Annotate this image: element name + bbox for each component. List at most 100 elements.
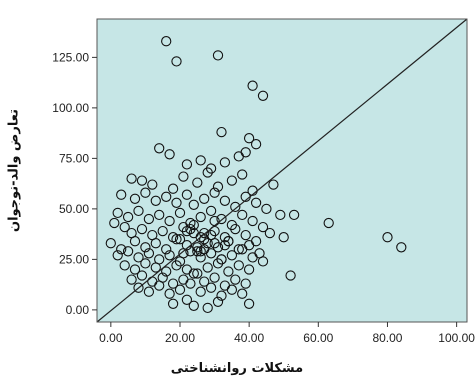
data-point — [140, 187, 151, 198]
x-tick-label: 60.00 — [303, 331, 333, 345]
data-point — [167, 278, 179, 289]
data-point — [181, 189, 193, 200]
data-point — [116, 244, 127, 255]
data-point — [174, 207, 186, 219]
data-point — [278, 232, 289, 243]
data-point — [188, 199, 199, 210]
data-point — [230, 274, 241, 285]
data-point — [250, 197, 262, 208]
data-point — [143, 248, 155, 259]
x-axis-ticks: 0.00 20.00 40.00 60.00 80.00 100.00 — [99, 322, 475, 345]
data-point — [171, 56, 182, 67]
data-point — [382, 232, 393, 243]
data-point — [116, 189, 127, 200]
data-point — [247, 215, 258, 227]
data-point — [164, 250, 175, 261]
data-point — [240, 278, 251, 289]
data-point — [285, 270, 296, 281]
data-point — [161, 266, 172, 277]
data-point — [129, 193, 141, 204]
data-point — [243, 133, 255, 144]
data-point — [264, 227, 276, 239]
data-point — [122, 246, 134, 257]
data-point — [161, 244, 172, 255]
data-point — [237, 288, 248, 299]
x-axis-title: مشکلات روانشناختی — [171, 361, 303, 376]
x-tick-label: 20.00 — [165, 331, 195, 345]
data-point — [216, 290, 227, 301]
data-point — [188, 219, 199, 231]
data-point — [154, 280, 165, 291]
data-point — [150, 195, 161, 206]
data-point — [188, 268, 199, 279]
data-point — [181, 159, 193, 170]
data-point — [212, 181, 224, 192]
data-point — [205, 282, 217, 293]
data-point — [192, 268, 203, 279]
data-point — [226, 284, 238, 295]
data-point — [164, 149, 175, 160]
data-point — [161, 36, 172, 47]
data-point — [205, 205, 217, 217]
data-point — [237, 244, 248, 255]
data-point — [112, 207, 123, 219]
data-point — [205, 229, 217, 241]
data-point — [216, 254, 227, 265]
data-point — [192, 246, 203, 257]
data-point — [323, 217, 334, 229]
data-point — [109, 217, 120, 229]
data-point — [257, 221, 269, 233]
data-point — [126, 274, 137, 285]
y-tick-label: 100.00 — [52, 101, 89, 115]
data-point — [167, 183, 179, 194]
y-tick-label: 125.00 — [52, 50, 89, 64]
y-tick-label: 75.00 — [59, 151, 89, 165]
data-point — [202, 167, 213, 178]
reference-line — [96, 18, 468, 323]
data-point — [209, 272, 220, 283]
data-point — [219, 157, 231, 168]
data-point — [174, 234, 186, 245]
y-tick-label: 50.00 — [59, 202, 89, 216]
data-point — [154, 209, 165, 221]
data-point — [185, 278, 196, 289]
data-point — [195, 286, 206, 297]
data-point — [233, 244, 244, 255]
x-tick-label: 40.00 — [234, 331, 264, 345]
data-point — [247, 80, 258, 91]
data-point — [199, 193, 210, 204]
data-point — [226, 250, 238, 261]
data-point — [136, 223, 148, 235]
data-point — [188, 300, 199, 311]
data-point — [226, 175, 238, 186]
data-point — [216, 213, 227, 225]
data-point — [136, 175, 148, 186]
data-point — [237, 209, 248, 221]
data-point — [167, 298, 179, 309]
data-point — [396, 242, 407, 253]
data-point — [140, 258, 151, 269]
data-point — [147, 179, 158, 190]
data-point — [119, 260, 130, 271]
data-point — [212, 50, 224, 61]
data-point — [133, 282, 144, 293]
data-point — [233, 151, 244, 162]
data-point — [250, 139, 262, 150]
data-point — [199, 276, 210, 287]
data-point — [150, 238, 161, 249]
data-point — [233, 260, 244, 271]
data-point — [126, 173, 137, 184]
data-point — [219, 195, 231, 206]
data-point — [178, 248, 189, 259]
data-point — [129, 264, 141, 275]
data-point — [150, 262, 161, 273]
y-axis-title: تعارض والد-نوجوان — [7, 109, 22, 232]
data-point — [164, 215, 175, 227]
data-point — [195, 232, 206, 243]
data-point — [230, 201, 241, 213]
data-point — [237, 169, 248, 180]
data-point — [112, 250, 123, 261]
data-point — [202, 302, 213, 314]
data-point — [243, 264, 255, 275]
data-point — [181, 294, 193, 305]
